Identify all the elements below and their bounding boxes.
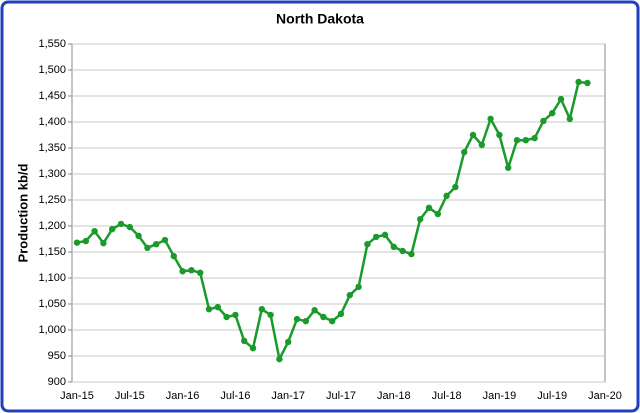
y-tick-label: 900 [48,376,66,388]
point [461,148,468,156]
point [549,109,556,117]
point [205,306,213,313]
y-tick-label: 1,000 [38,324,66,336]
point [302,317,309,325]
point [452,183,459,191]
y-tick-label: 1,050 [38,298,66,310]
point [170,252,177,260]
point [249,345,257,352]
point [232,311,239,319]
point [179,268,186,275]
point [329,317,336,325]
point [399,247,406,255]
x-tick-label: Jan-17 [271,390,305,402]
point [478,141,485,149]
point [91,228,98,235]
point [434,210,441,218]
point [267,311,274,319]
point [364,241,371,248]
point [425,204,433,211]
x-tick-label: Jan-15 [60,390,94,402]
x-tick-label: Jul-15 [115,390,145,402]
point [566,115,573,123]
point [505,164,512,171]
x-tick-label: Jan-20 [588,390,622,402]
x-tick-label: Jul-16 [220,390,250,402]
x-tick-label: Jan-18 [377,390,411,402]
point [144,244,151,252]
point [513,137,521,144]
point [153,241,160,248]
point [223,313,230,321]
point [117,220,125,228]
point [390,243,397,250]
point [126,223,133,231]
y-tick-label: 1,550 [38,38,66,50]
point [109,225,116,233]
y-tick-label: 1,500 [38,64,66,76]
x-tick-label: Jan-16 [166,390,200,402]
point [531,134,538,142]
y-tick-label: 1,150 [38,246,66,258]
point [73,239,81,246]
point [258,306,265,313]
point [285,338,292,346]
y-tick-label: 1,200 [38,220,66,232]
point [197,269,204,276]
x-tick-label: Jan-19 [483,390,517,402]
point [496,131,503,139]
point [161,236,169,244]
point [276,355,283,363]
point [188,267,195,274]
point [135,232,142,240]
y-tick-label: 1,100 [38,272,66,284]
y-tick-label: 1,450 [38,90,66,102]
point [408,250,415,258]
chart-title: North Dakota [276,11,364,27]
point [241,337,248,345]
point [373,233,380,241]
point [337,310,345,318]
point [575,78,582,86]
point [320,313,327,321]
y-tick-label: 950 [48,350,66,362]
point [82,237,90,245]
point [355,283,362,291]
y-tick-label: 1,350 [38,142,66,154]
point [346,291,353,299]
y-tick-label: 1,300 [38,168,66,180]
point [381,231,389,239]
x-tick-label: Jul-19 [537,390,567,402]
point [522,137,529,144]
y-tick-label: 1,250 [38,194,66,206]
point [557,95,565,103]
y-axis-label: Production kb/d [15,163,30,262]
point [540,117,547,125]
point [417,216,424,223]
x-tick-label: Jul-18 [432,390,462,402]
point [487,115,494,123]
point [100,239,107,247]
point [293,315,301,323]
point [469,131,477,139]
x-tick-label: Jul-17 [326,390,356,402]
point [443,192,450,200]
point [214,303,221,311]
point [584,79,591,87]
point [311,307,318,314]
y-tick-label: 1,400 [38,116,66,128]
